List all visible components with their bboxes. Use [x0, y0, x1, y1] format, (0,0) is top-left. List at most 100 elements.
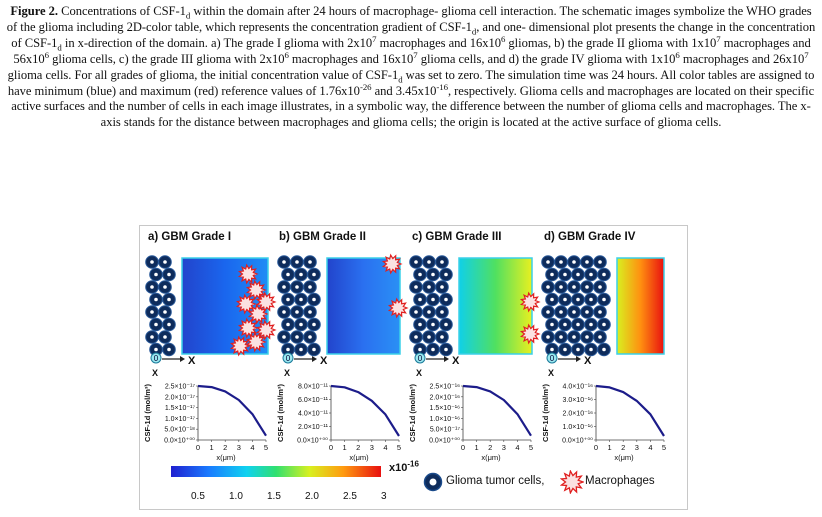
panel-b-title: b) GBM Grade II [279, 231, 366, 243]
caption-text: was set to zero. The simulation time was… [7, 67, 815, 98]
caption-sub: d [398, 74, 403, 85]
x-tick-label: 5 [264, 443, 268, 452]
macrophage-cell [237, 317, 259, 339]
x-tick-label: 1 [210, 443, 214, 452]
colorbar-tick: 0.5 [191, 491, 205, 502]
colorbar-tick: 1.5 [267, 491, 281, 502]
x-tick-label: 2 [356, 443, 360, 452]
caption-text: macrophages and 26x10 [679, 51, 805, 66]
y-tick-label: 1.5×10⁻¹⁷ [165, 405, 196, 412]
origin-label: 0 [154, 354, 159, 363]
concentration-curve [197, 384, 267, 437]
y-tick-label: 2.0×10⁻¹¹ [298, 424, 329, 431]
macrophage-icon [560, 470, 584, 494]
panel-d-title: d) GBM Grade IV [544, 231, 636, 243]
caption-sub: d [471, 26, 477, 37]
x-tick-label: 3 [635, 443, 639, 452]
caption-sup: -16 [436, 81, 448, 92]
axis-letter-left: X [416, 368, 422, 378]
y-tick-label: 3.0×10⁻¹⁶ [562, 397, 593, 404]
macrophage-cell [387, 297, 409, 319]
y-tick-label: 0.0×10⁺⁰⁰ [297, 437, 328, 445]
origin-label: 0 [286, 354, 291, 363]
macrophage-cell [519, 323, 541, 345]
caption-text: glioma cells, c) the grade III glioma wi… [49, 51, 285, 66]
macrophage-cell [255, 319, 277, 341]
x-tick-label: 0 [329, 443, 333, 452]
caption-sup: 7 [804, 49, 809, 60]
concentration-curve [462, 384, 532, 437]
x-tick-label: 4 [515, 443, 519, 452]
x-axis-label: x(μm) [614, 453, 634, 462]
macrophage-cell [519, 291, 541, 313]
colorbar-scale: x10-16 [389, 460, 419, 474]
x-axis-letter: X [320, 355, 328, 367]
y-tick-label: 4.0×10⁻¹¹ [298, 411, 329, 418]
caption-sup: 6 [675, 49, 680, 60]
origin-marker [414, 352, 426, 364]
macrophage-cell [245, 331, 267, 353]
macrophage-cell [255, 291, 277, 313]
y-tick-label: 0.0×10⁺⁰⁰ [562, 437, 593, 445]
concentration-field [326, 257, 401, 355]
caption-sup: 7 [413, 49, 418, 60]
y-tick-label: 1.0×10⁻¹⁶ [429, 416, 460, 423]
colorbar-tick: 3 [381, 491, 387, 502]
y-tick-label: 4.0×10⁻¹⁶ [562, 384, 593, 391]
y-tick-label: 5.0×10⁻¹⁸ [164, 427, 195, 434]
y-tick-label: 0.0×10⁺⁰⁰ [164, 437, 195, 445]
x-tick-label: 4 [250, 443, 254, 452]
y-axis-label: CSF-1d (mol/m³) [276, 384, 285, 442]
caption-sup: 7 [716, 33, 721, 44]
x-tick-label: 5 [662, 443, 666, 452]
macrophage-cell [245, 279, 267, 301]
origin-marker [150, 352, 162, 364]
x-axis-letter: X [452, 355, 460, 367]
x-tick-label: 0 [594, 443, 598, 452]
macrophage-cell [229, 335, 251, 357]
colorbar-tick: 2.0 [305, 491, 319, 502]
caption-text: glioma cells. For all grades of glioma, … [7, 67, 399, 82]
y-tick-label: 2.0×10⁻¹⁷ [165, 394, 196, 401]
y-tick-label: 2.5×10⁻¹⁷ [165, 384, 196, 391]
x-tick-label: 1 [343, 443, 347, 452]
y-axis-label: CSF-1d (mol/m³) [541, 384, 550, 442]
x-tick-label: 5 [397, 443, 401, 452]
figure-panel: a) GBM Grade I b) GBM Grade II c) GBM Gr… [139, 225, 688, 510]
grade-4-schematic: 0 X X [541, 255, 665, 378]
legend-macrophage: Macrophages [585, 475, 655, 487]
grade-3-schematic: 0 X X [409, 255, 541, 378]
caption-text: within the domain after 24 hours of macr… [6, 4, 812, 34]
origin-marker [546, 352, 558, 364]
grade-1-plot: 2.5×10⁻¹⁷ 2.0×10⁻¹⁷ 1.5×10⁻¹⁷ 1.0×10⁻¹⁷ 5.0×… [143, 384, 268, 463]
x-tick-label: 4 [648, 443, 652, 452]
concentration-field [616, 257, 665, 355]
origin-marker [282, 352, 294, 364]
caption-text: in x-direction of the domain. a) The gra… [61, 35, 373, 50]
y-tick-label: 2.5×10⁻¹⁶ [429, 384, 460, 391]
x-axis-letter: X [584, 355, 592, 367]
figure-label: Figure 2. [10, 4, 58, 18]
x-axis-label: x(μm) [349, 453, 369, 462]
colorbar-gradient [171, 466, 381, 477]
x-tick-label: 0 [196, 443, 200, 452]
colorbar-tick: 2.5 [343, 491, 357, 502]
x-axis-label: x(μm) [216, 453, 236, 462]
y-tick-label: 6.0×10⁻¹¹ [298, 397, 329, 404]
panel-c-title: c) GBM Grade III [412, 231, 502, 243]
caption-text: glioma cells, and d) the grade IV glioma… [417, 51, 676, 66]
x-tick-label: 2 [621, 443, 625, 452]
axis-letter-left: X [152, 368, 158, 378]
caption-text: macrophages and 16x10 [288, 51, 414, 66]
grade-1-schematic: 0 X X [145, 255, 277, 378]
panel-a-title: a) GBM Grade I [148, 231, 232, 243]
caption-sub: d [57, 42, 62, 53]
origin-label: 0 [550, 354, 555, 363]
macrophage-cell [237, 263, 259, 285]
grade-2-plot: 8.0×10⁻¹¹ 6.0×10⁻¹¹ 4.0×10⁻¹¹ 2.0×10⁻¹¹ 0.0×… [276, 384, 401, 463]
y-tick-label: 2.0×10⁻¹⁶ [562, 411, 593, 418]
origin-label: 0 [418, 354, 423, 363]
x-tick-label: 3 [502, 443, 506, 452]
y-tick-label: 5.0×10⁻¹⁷ [430, 427, 461, 434]
figure-caption: Figure 2. Concentrations of CSF-1d withi… [6, 4, 816, 131]
